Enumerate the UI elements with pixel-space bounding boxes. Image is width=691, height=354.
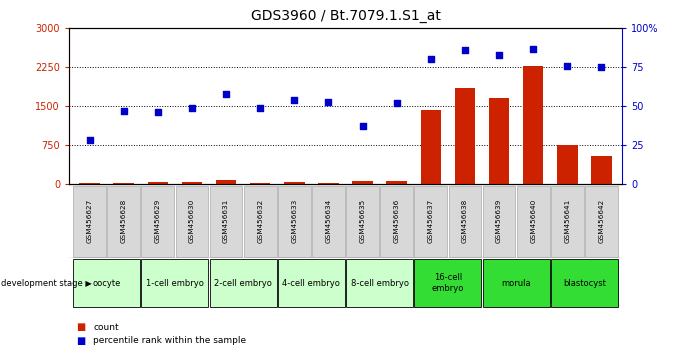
Point (425, 57, 436, 62)
Bar (591, 155, 612, 184)
Point (562, 63, 573, 69)
Point (118, 108, 129, 114)
Bar (557, 145, 578, 184)
Text: 4-cell embryo: 4-cell embryo (283, 279, 340, 288)
Bar (421, 110, 441, 184)
Text: ■: ■ (76, 322, 85, 332)
Text: GSM456638: GSM456638 (462, 199, 468, 244)
Point (152, 110, 163, 115)
Bar (523, 66, 543, 184)
Point (255, 105, 266, 110)
FancyBboxPatch shape (142, 259, 208, 307)
Point (187, 105, 198, 110)
Text: 2-cell embryo: 2-cell embryo (214, 279, 272, 288)
Bar (489, 98, 509, 184)
Bar (318, 183, 339, 184)
Text: GSM456630: GSM456630 (189, 199, 195, 244)
Text: GSM456629: GSM456629 (155, 199, 161, 244)
Bar (216, 180, 236, 184)
FancyBboxPatch shape (415, 185, 447, 257)
Text: percentile rank within the sample: percentile rank within the sample (93, 336, 247, 345)
Text: morula: morula (501, 279, 531, 288)
Point (391, 100, 402, 106)
FancyBboxPatch shape (551, 259, 618, 307)
Point (596, 64, 607, 70)
Text: count: count (93, 323, 119, 332)
Text: 8-cell embryo: 8-cell embryo (350, 279, 408, 288)
Point (357, 124, 368, 129)
Bar (386, 181, 407, 184)
FancyBboxPatch shape (483, 185, 515, 257)
FancyBboxPatch shape (278, 259, 345, 307)
Text: GSM456627: GSM456627 (86, 199, 93, 244)
Text: ■: ■ (76, 336, 85, 346)
FancyBboxPatch shape (551, 185, 584, 257)
Bar (79, 183, 100, 184)
Text: 16-cell
embryo: 16-cell embryo (432, 274, 464, 293)
FancyBboxPatch shape (380, 185, 413, 257)
FancyBboxPatch shape (107, 185, 140, 257)
Text: GSM456642: GSM456642 (598, 199, 605, 244)
FancyBboxPatch shape (73, 259, 140, 307)
Text: oocyte: oocyte (93, 279, 121, 288)
Point (460, 47, 471, 53)
Point (323, 99, 334, 104)
Text: GSM456637: GSM456637 (428, 199, 434, 244)
FancyBboxPatch shape (483, 259, 549, 307)
FancyBboxPatch shape (346, 185, 379, 257)
FancyBboxPatch shape (517, 185, 549, 257)
Bar (455, 88, 475, 184)
FancyBboxPatch shape (73, 185, 106, 257)
Text: GSM456639: GSM456639 (496, 199, 502, 244)
Bar (284, 182, 305, 184)
Bar (182, 182, 202, 184)
Text: GSM456628: GSM456628 (121, 199, 126, 244)
Point (493, 52, 504, 58)
FancyBboxPatch shape (142, 185, 174, 257)
FancyBboxPatch shape (585, 185, 618, 257)
Point (84, 138, 95, 143)
Bar (113, 183, 134, 184)
Point (220, 91, 231, 97)
Bar (148, 182, 168, 184)
FancyBboxPatch shape (278, 185, 311, 257)
FancyBboxPatch shape (346, 259, 413, 307)
Text: GSM456636: GSM456636 (394, 199, 399, 244)
Text: GDS3960 / Bt.7079.1.S1_at: GDS3960 / Bt.7079.1.S1_at (251, 9, 440, 23)
Point (289, 97, 300, 103)
FancyBboxPatch shape (415, 259, 482, 307)
Bar (352, 182, 373, 184)
Text: development stage ▶: development stage ▶ (1, 279, 92, 288)
Text: 1-cell embryo: 1-cell embryo (146, 279, 204, 288)
FancyBboxPatch shape (209, 185, 243, 257)
Text: GSM456635: GSM456635 (359, 199, 366, 244)
Text: blastocyst: blastocyst (563, 279, 606, 288)
FancyBboxPatch shape (244, 185, 276, 257)
Text: GSM456633: GSM456633 (292, 199, 297, 244)
Point (528, 46, 539, 51)
FancyBboxPatch shape (176, 185, 208, 257)
FancyBboxPatch shape (448, 185, 482, 257)
Text: GSM456631: GSM456631 (223, 199, 229, 244)
FancyBboxPatch shape (312, 185, 345, 257)
Text: GSM456641: GSM456641 (565, 199, 570, 244)
Text: GSM456632: GSM456632 (257, 199, 263, 244)
Text: GSM456634: GSM456634 (325, 199, 332, 244)
FancyBboxPatch shape (209, 259, 276, 307)
Text: GSM456640: GSM456640 (530, 199, 536, 244)
Bar (250, 183, 270, 184)
